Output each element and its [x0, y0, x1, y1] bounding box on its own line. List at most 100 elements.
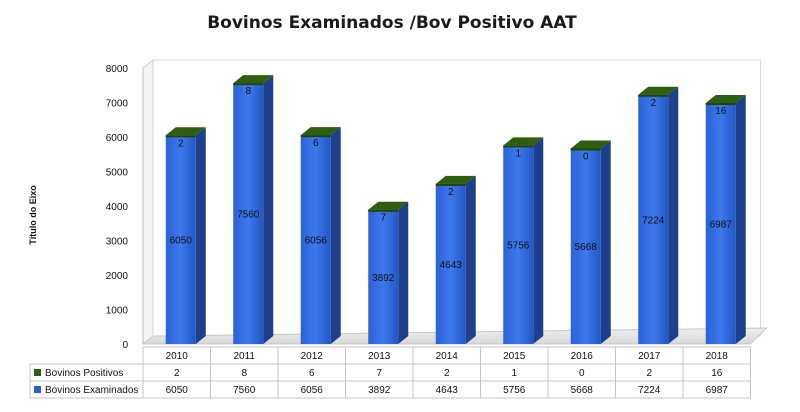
bar-side	[330, 127, 341, 345]
x-tick-label: 2016	[571, 351, 594, 362]
table-cell-positive: 16	[711, 368, 723, 379]
bar-value-label: 7224	[642, 215, 665, 226]
bar-value-label: 6987	[710, 219, 733, 230]
table-cell-examined: 6056	[301, 385, 324, 396]
bar	[165, 135, 196, 344]
bar-side	[735, 94, 746, 344]
table-cell-positive: 1	[511, 368, 517, 379]
bar	[435, 183, 466, 344]
bar-value-label: 6056	[305, 236, 328, 247]
table-cell-examined: 6987	[706, 385, 729, 396]
bar-positive-cap	[638, 86, 679, 95]
bar-positive-cap	[368, 201, 409, 210]
table-cell-examined: 7560	[233, 385, 256, 396]
table-cell-positive: 0	[579, 368, 585, 379]
bar-positive-label: 2	[650, 98, 656, 109]
bar-positive-label: 8	[245, 86, 251, 97]
legend-label: Bovinos Examinados	[45, 385, 138, 396]
bar-group: 7 3892	[368, 201, 409, 344]
bar-value-label: 5756	[507, 241, 530, 252]
y-tick-label: 0	[122, 340, 128, 351]
table-cell-examined: 6050	[166, 385, 189, 396]
bar-side	[263, 75, 274, 345]
bar-side	[465, 175, 476, 344]
bar	[300, 135, 331, 344]
table-cell-examined: 5756	[503, 385, 526, 396]
x-tick-label: 2018	[706, 351, 729, 362]
x-tick-label: 2015	[503, 351, 526, 362]
bar-positive-cap-edge	[705, 102, 736, 105]
bar-positive-cap-edge	[368, 209, 399, 212]
bar-value-label: 3892	[372, 273, 395, 284]
bar-positive-cap	[705, 94, 746, 103]
bar-positive-cap-edge	[435, 183, 466, 186]
bar-positive-cap	[435, 175, 476, 184]
bar-group: 1 5756	[503, 137, 544, 344]
table-cell-positive: 2	[444, 368, 450, 379]
y-tick-label: 6000	[106, 133, 129, 144]
bar	[570, 148, 601, 344]
x-tick-label: 2011	[233, 351, 255, 362]
y-tick-label: 3000	[106, 237, 129, 248]
side-wall	[142, 59, 154, 345]
bar-value-label: 4643	[440, 260, 463, 271]
bar	[503, 145, 534, 344]
legend-label: Bovinos Positivos	[45, 368, 123, 379]
table-cell-positive: 6	[309, 368, 315, 379]
bar-positive-label: 1	[515, 148, 521, 159]
bar-positive-cap-edge	[300, 135, 331, 138]
x-tick-label: 2012	[301, 351, 324, 362]
x-tick-label: 2010	[166, 351, 189, 362]
bar-group: 2 7224	[638, 86, 679, 344]
bar-positive-cap	[300, 127, 341, 136]
bar-positive-cap-edge	[503, 145, 534, 148]
bar-positive-cap	[233, 75, 274, 84]
table-cell-positive: 2	[174, 368, 180, 379]
bar-positive-cap	[503, 137, 544, 146]
table-cell-positive: 8	[241, 368, 247, 379]
legend-swatch	[34, 386, 41, 393]
bar-side	[398, 201, 409, 344]
bar-side	[600, 140, 611, 344]
bar	[233, 83, 264, 345]
x-tick-label: 2013	[368, 351, 391, 362]
y-tick-label: 5000	[106, 168, 129, 179]
bar	[638, 94, 669, 344]
bar-group: 16 6987	[705, 94, 746, 344]
y-tick-label: 4000	[106, 202, 129, 213]
bar-positive-cap	[570, 140, 611, 149]
table-cell-positive: 2	[646, 368, 652, 379]
legend-swatch	[34, 369, 41, 376]
bar-positive-label: 16	[715, 106, 727, 117]
bar-positive-label: 6	[313, 138, 319, 149]
bar-group: 2 4643	[435, 175, 476, 344]
y-tick-label: 2000	[106, 271, 129, 282]
bar-positive-label: 2	[178, 138, 184, 149]
bar-side	[195, 127, 206, 345]
table-cell-examined: 4643	[436, 385, 459, 396]
table-cell-examined: 7224	[638, 385, 661, 396]
bar-positive-label: 7	[380, 213, 386, 224]
bar-positive-cap-edge	[165, 135, 196, 138]
bar	[368, 209, 399, 344]
x-tick-label: 2017	[638, 351, 661, 362]
y-tick-label: 7000	[106, 99, 129, 110]
chart-title: Bovinos Examinados /Bov Positivo AAT	[207, 13, 577, 33]
y-tick-label: 8000	[106, 64, 129, 75]
bar-value-label: 7560	[237, 210, 260, 221]
bar	[705, 102, 736, 344]
bar-positive-cap-edge	[570, 148, 601, 151]
table-cell-examined: 3892	[368, 385, 391, 396]
bar-value-label: 6050	[170, 236, 193, 247]
bar-group: 0 5668	[570, 140, 611, 344]
table-cell-examined: 5668	[571, 385, 594, 396]
bar-positive-label: 2	[448, 187, 454, 198]
bar-side	[668, 86, 679, 344]
bar-positive-cap	[165, 127, 206, 136]
bar-group: 2 6050	[165, 127, 206, 345]
y-axis-label: Título do Eixo	[28, 185, 38, 245]
bar-group: 8 7560	[233, 75, 274, 345]
table-cell-positive: 7	[376, 368, 382, 379]
bar-positive-label: 0	[583, 151, 589, 162]
